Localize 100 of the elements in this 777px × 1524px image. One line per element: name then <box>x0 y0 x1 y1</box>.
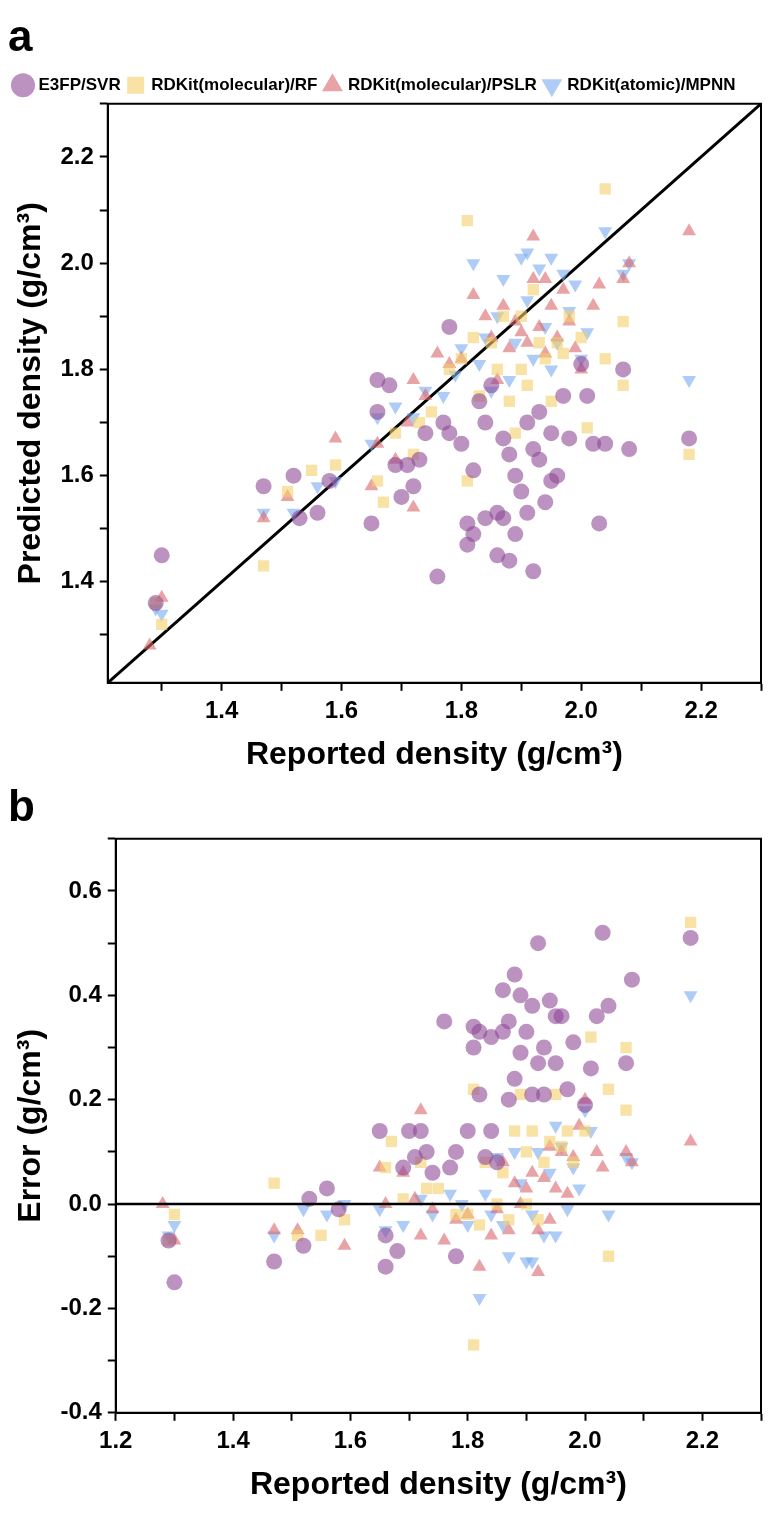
point <box>599 353 611 365</box>
point <box>318 1180 335 1197</box>
point <box>535 1086 552 1103</box>
point <box>539 353 551 365</box>
x-tick-label: 1.2 <box>99 1425 133 1453</box>
point <box>533 337 545 349</box>
point <box>503 395 515 407</box>
y-tick-label: 1.6 <box>60 460 94 488</box>
point <box>363 515 380 532</box>
point <box>478 308 493 321</box>
point <box>472 1294 487 1306</box>
point <box>563 310 575 322</box>
point <box>389 427 402 439</box>
point <box>508 1125 521 1137</box>
point <box>489 1154 506 1171</box>
point <box>460 1220 475 1233</box>
point <box>436 391 451 404</box>
point <box>622 255 637 268</box>
point <box>515 310 527 322</box>
point <box>153 547 170 564</box>
point <box>530 1055 547 1072</box>
point <box>329 459 342 471</box>
point <box>393 488 410 505</box>
point <box>432 1182 445 1195</box>
point <box>519 504 536 521</box>
point <box>508 338 523 351</box>
point <box>381 377 398 394</box>
point <box>617 315 629 328</box>
point <box>547 1055 564 1072</box>
point <box>543 425 560 442</box>
point <box>682 929 699 946</box>
y-tick-label: -0.2 <box>60 1293 102 1321</box>
point <box>524 997 541 1014</box>
point <box>594 924 611 941</box>
point <box>296 1205 311 1218</box>
point <box>541 992 558 1009</box>
point <box>473 1219 486 1231</box>
y-tick-label: 0.0 <box>68 1188 102 1216</box>
point <box>544 253 559 266</box>
point <box>477 510 494 527</box>
point <box>443 1189 458 1202</box>
point <box>441 318 458 335</box>
x-tick-label: 2.0 <box>564 695 598 723</box>
point <box>538 1156 550 1168</box>
point <box>406 372 421 385</box>
point <box>618 1055 635 1072</box>
point <box>369 403 386 420</box>
point <box>377 1258 394 1275</box>
point <box>268 1177 280 1189</box>
x-tick-label: 1.8 <box>444 695 479 723</box>
point <box>530 935 547 952</box>
point <box>483 1123 500 1140</box>
point <box>461 475 473 487</box>
point <box>581 422 593 434</box>
point <box>461 215 473 227</box>
point <box>168 1208 181 1221</box>
chart-title: a <box>8 10 33 60</box>
point <box>568 340 583 353</box>
point <box>561 430 578 447</box>
point <box>467 331 479 344</box>
point <box>447 1248 464 1265</box>
point <box>597 435 614 452</box>
point <box>497 1167 509 1179</box>
point <box>389 1243 406 1260</box>
point <box>535 1039 552 1056</box>
point <box>591 515 608 532</box>
point <box>436 1013 453 1030</box>
point <box>582 1060 599 1077</box>
point <box>506 1070 523 1087</box>
point <box>305 464 318 476</box>
point <box>507 526 524 543</box>
point <box>417 425 434 442</box>
point <box>471 393 488 410</box>
point <box>513 483 530 500</box>
point <box>418 1143 435 1160</box>
point <box>501 1252 516 1265</box>
point <box>500 1091 517 1108</box>
point <box>429 568 446 585</box>
point <box>459 1123 476 1140</box>
point <box>538 271 553 284</box>
point <box>424 1164 441 1181</box>
point <box>620 1104 632 1116</box>
point <box>600 997 617 1014</box>
point <box>495 510 512 527</box>
point <box>573 356 590 373</box>
point <box>509 427 521 439</box>
x-tick-label: 1.8 <box>451 1425 485 1453</box>
point <box>579 1125 591 1137</box>
point <box>527 284 539 296</box>
point <box>500 1013 517 1030</box>
point <box>683 448 695 461</box>
point <box>369 372 386 389</box>
point <box>257 560 270 572</box>
point <box>167 1220 182 1233</box>
point <box>545 395 557 407</box>
point <box>542 1168 557 1181</box>
y-axis-title: Predicted density (g/cm³) <box>11 202 48 585</box>
point <box>531 451 548 468</box>
point <box>557 347 569 360</box>
point <box>567 1156 579 1168</box>
